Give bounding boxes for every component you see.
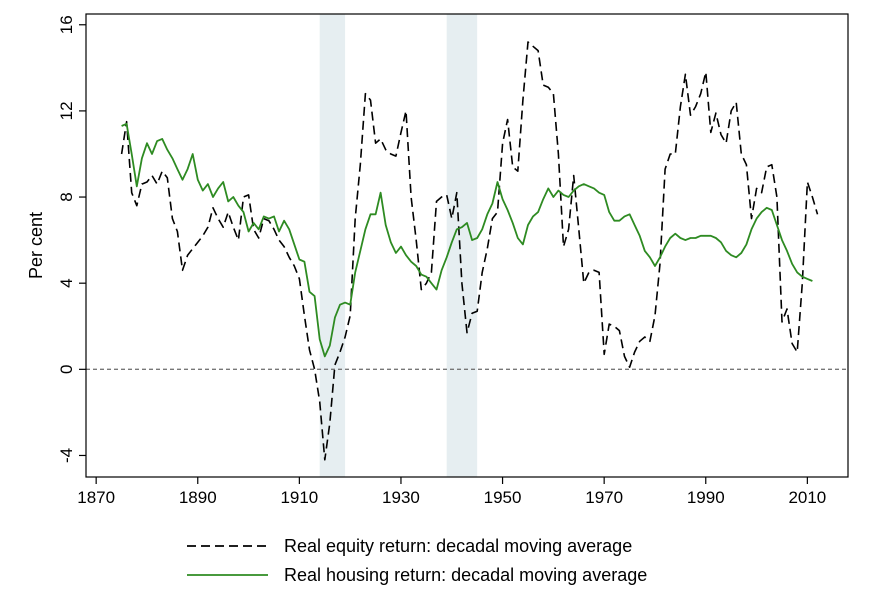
y-tick-label: 8 — [57, 192, 76, 201]
series-lines — [120, 41, 819, 461]
x-axis: 1870 1890 1910 1930 1950 1970 1990 2010 — [77, 477, 826, 507]
x-tick-label: 1910 — [280, 488, 318, 507]
housing-return-line — [121, 122, 813, 358]
y-tick-label: 16 — [57, 15, 76, 34]
shaded-region-1 — [319, 14, 346, 477]
x-tick-label: 1950 — [484, 488, 522, 507]
x-tick-label: 1870 — [77, 488, 115, 507]
shaded-region-2 — [446, 14, 478, 477]
y-axis-title: Per cent — [26, 212, 46, 279]
y-tick-label: 12 — [57, 101, 76, 120]
legend-label-2: Real housing return: decadal moving aver… — [284, 565, 647, 585]
equity-return-line — [120, 41, 819, 461]
x-tick-label: 1930 — [382, 488, 420, 507]
plot-frame — [85, 13, 849, 478]
legend: Real equity return: decadal moving avera… — [187, 536, 647, 585]
x-tick-label: 1890 — [179, 488, 217, 507]
x-tick-label: 1970 — [585, 488, 623, 507]
y-axis: -4 0 4 8 12 16 — [57, 15, 86, 463]
y-tick-label: 4 — [57, 278, 76, 287]
x-tick-label: 2010 — [788, 488, 826, 507]
y-tick-label: -4 — [57, 448, 76, 463]
y-tick-label: 0 — [57, 365, 76, 374]
legend-label-1: Real equity return: decadal moving avera… — [284, 536, 632, 556]
shaded-regions — [319, 14, 478, 477]
x-tick-label: 1990 — [687, 488, 725, 507]
